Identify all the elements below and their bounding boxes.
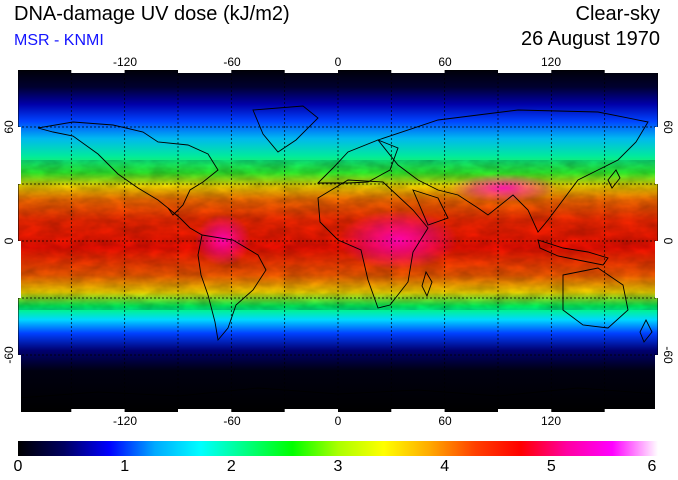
lon-tick-label-bottom: -120 — [112, 414, 138, 428]
uv-hotspot-tibet — [448, 174, 558, 202]
colorbar — [18, 441, 658, 456]
coast-new-zealand — [639, 318, 653, 343]
colorbar-tick-label: 0 — [13, 458, 23, 475]
lon-tick-label-bottom: -60 — [223, 414, 241, 428]
lon-tick-label-bottom: 120 — [540, 414, 562, 428]
colorbar-tick-label: 1 — [120, 458, 130, 475]
date-label: 26 August 1970 — [520, 28, 660, 50]
coast-australia — [562, 267, 629, 329]
graticule — [18, 70, 658, 412]
lon-tick-label-top: 120 — [540, 55, 562, 69]
coast-arabia — [412, 189, 449, 226]
lat-tick-label-left: 60 — [2, 120, 16, 134]
uv-hotspot-africa — [338, 210, 458, 270]
lon-tick-label-top: 0 — [334, 55, 342, 69]
lon-tick-label-bottom: 0 — [334, 414, 342, 428]
colorbar-tick-label: 2 — [226, 458, 236, 475]
source-label: MSR - KNMI — [14, 32, 104, 49]
uv-hotspot-andes — [195, 214, 251, 266]
coast-greenland — [252, 105, 319, 153]
lon-tick-label-bottom: 60 — [438, 414, 452, 428]
coast-central-america — [167, 207, 203, 236]
lat-tick-label-left: 0 — [2, 237, 16, 245]
sky-condition-label: Clear-sky — [575, 3, 660, 25]
coast-japan — [607, 169, 621, 189]
coast-madagascar — [421, 270, 433, 298]
colorbar-tick-label: 4 — [440, 458, 450, 475]
coast-indonesia — [537, 239, 609, 266]
coast-north-america — [37, 121, 219, 216]
uv-dose-map — [18, 70, 658, 412]
lon-tick-label-top: -120 — [112, 55, 138, 69]
colorbar-tick-label: 5 — [546, 458, 556, 475]
colorbar-tick-label: 6 — [647, 458, 657, 475]
lon-tick-label-top: -60 — [223, 55, 241, 69]
lat-tick-label-right: 60 — [661, 120, 675, 134]
lat-tick-label-right: -60 — [661, 346, 675, 364]
lon-tick-label-top: 60 — [438, 55, 452, 69]
map-title: DNA-damage UV dose (kJ/m2) — [14, 3, 290, 25]
coast-south-america — [197, 234, 267, 342]
map-frame — [18, 70, 658, 412]
lat-tick-label-left: -60 — [2, 346, 16, 364]
coast-africa — [317, 179, 429, 309]
colorbar-tick-label: 3 — [333, 458, 343, 475]
lat-tick-label-right: 0 — [661, 237, 675, 245]
